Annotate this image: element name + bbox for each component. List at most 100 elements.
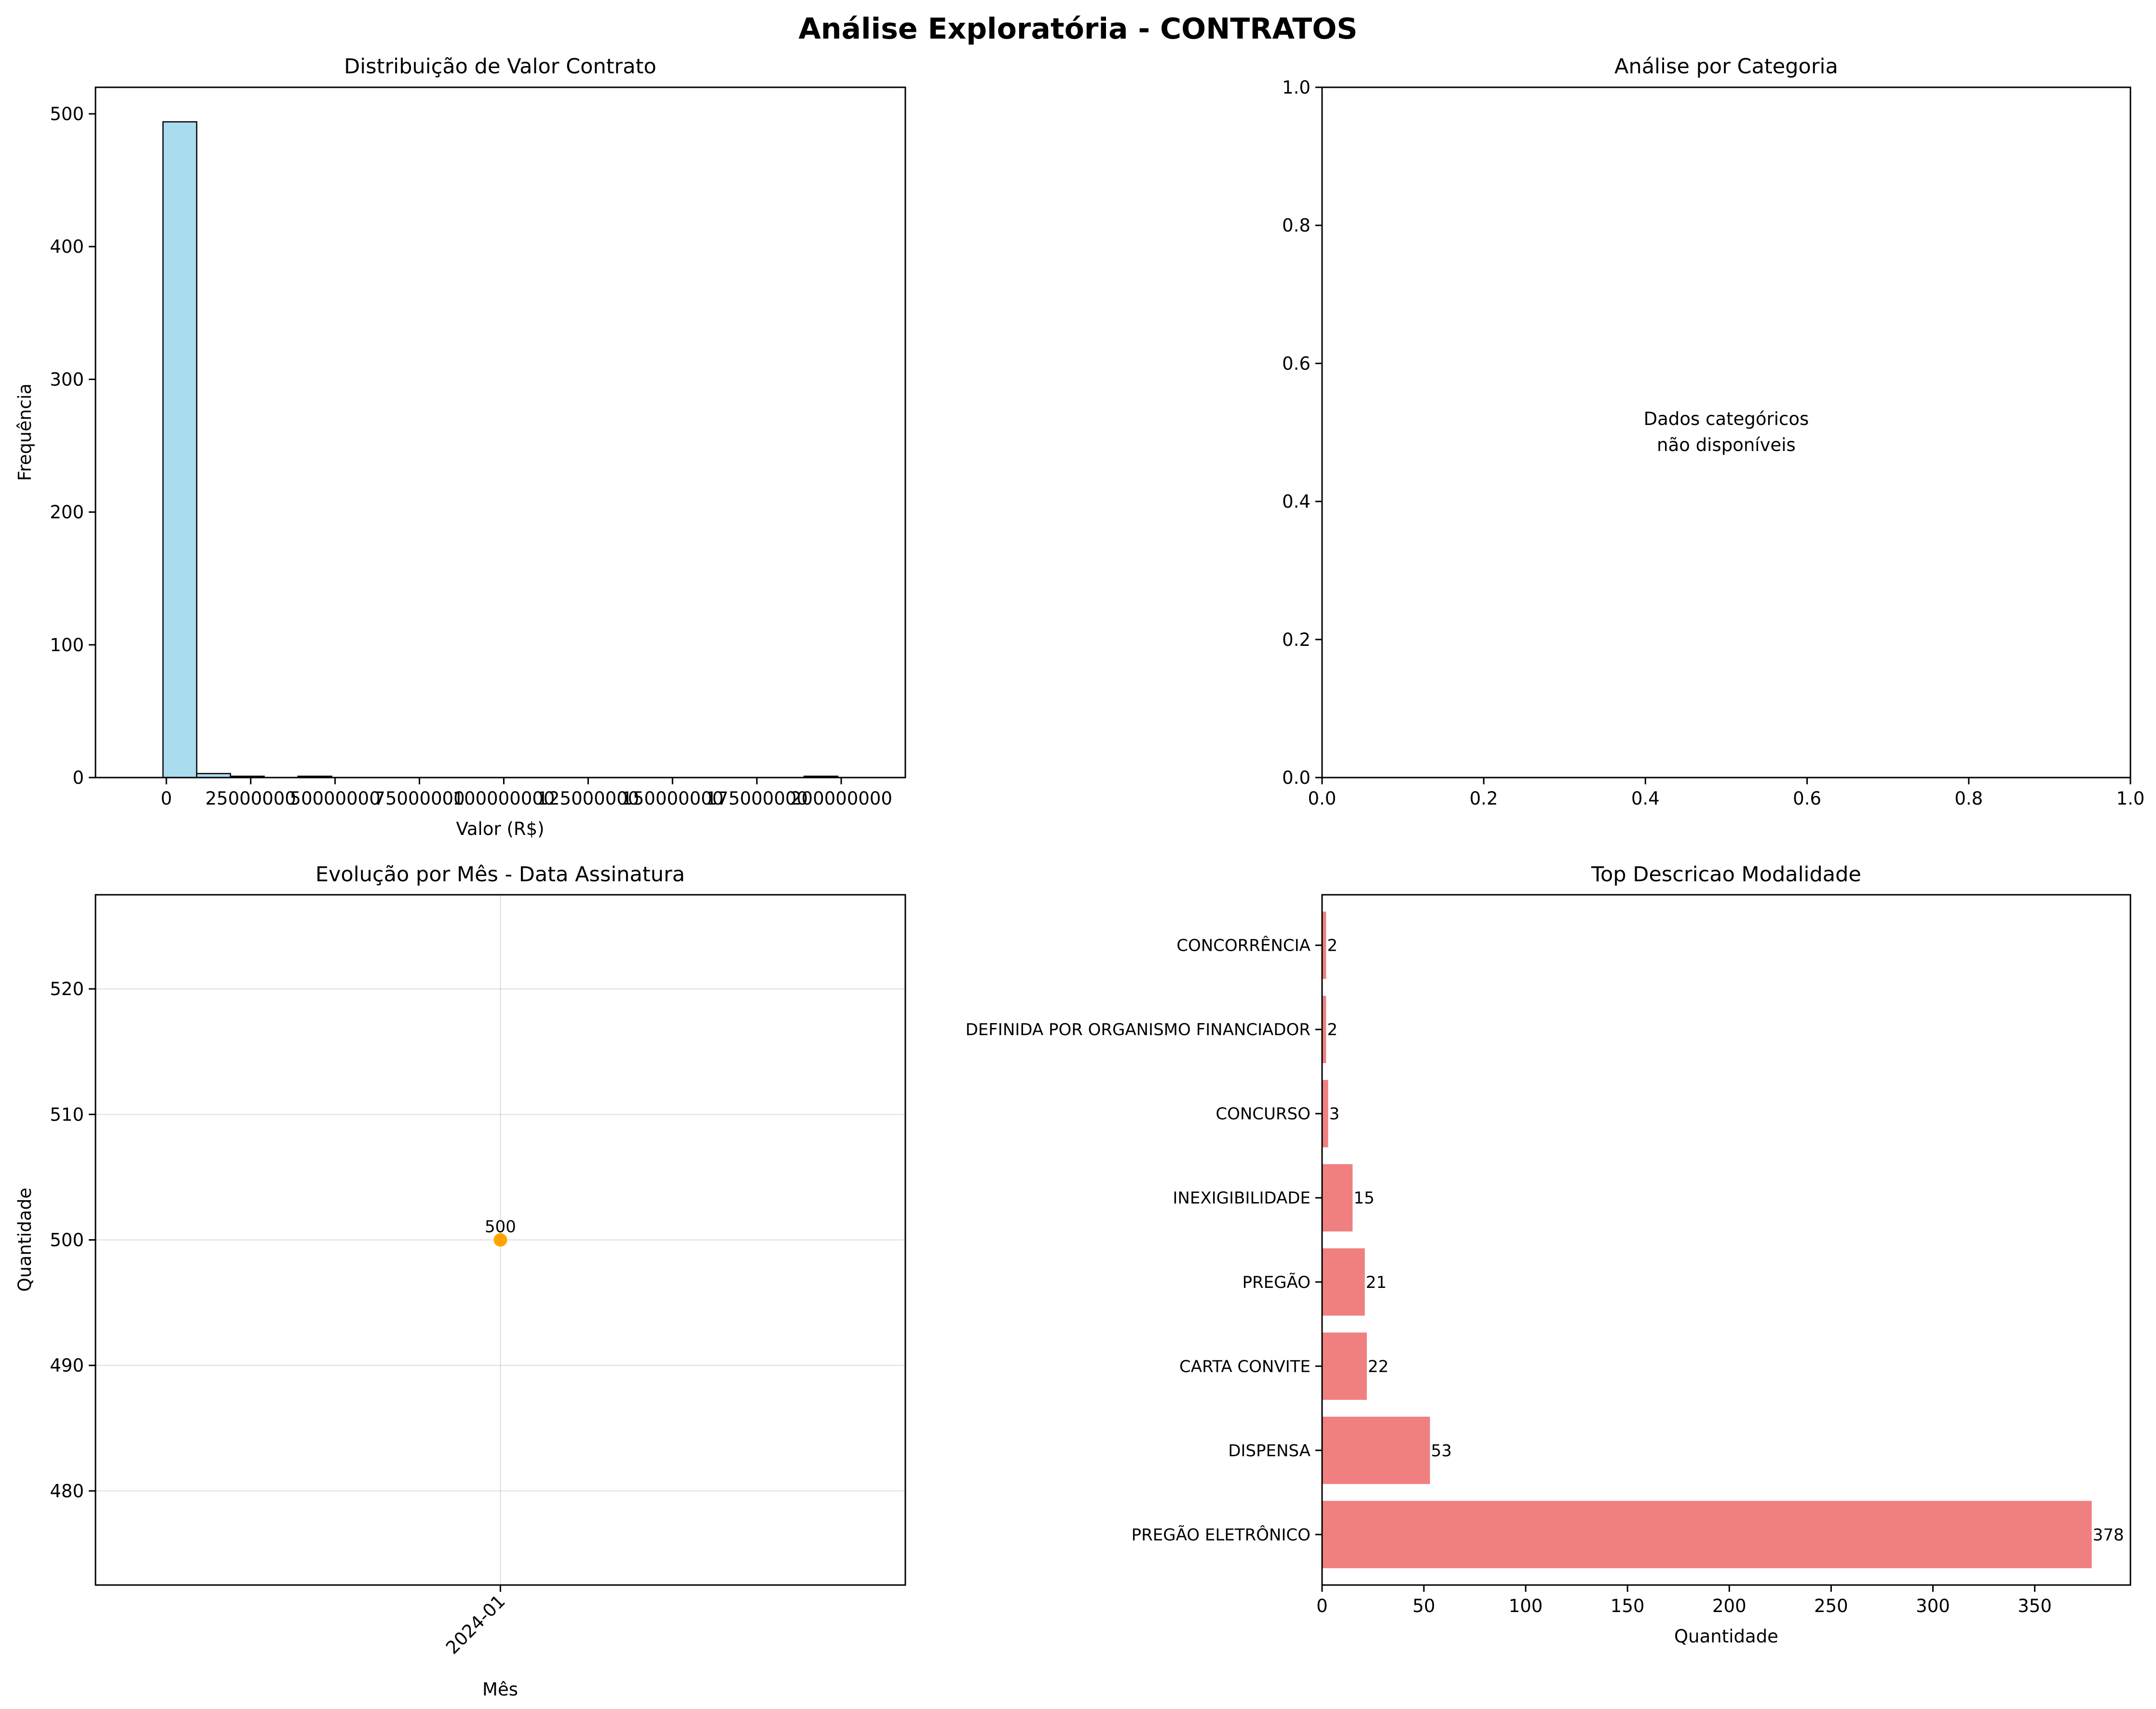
x-tick-label: 0.4 [1631, 788, 1660, 809]
bar-value-label: 378 [2093, 1525, 2124, 1545]
modality-bar [1322, 911, 1326, 979]
modality-bar [1322, 1248, 1365, 1316]
x-tick-label: 300 [1916, 1596, 1950, 1616]
modality-axes-frame [1321, 894, 2131, 1586]
modality-bar [1322, 1080, 1328, 1148]
bar-value-label: 22 [1368, 1357, 1389, 1376]
modality-x-axis-label: Quantidade [1674, 1626, 1778, 1647]
x-tick-label: 150000000 [621, 788, 723, 809]
x-tick-label: 50 [1413, 1596, 1435, 1616]
data-label: 500 [485, 1217, 516, 1237]
y-tick-label: 0.2 [1282, 629, 1310, 650]
modality-bar [1322, 1164, 1353, 1232]
y-tick-label: CARTA CONVITE [1179, 1357, 1310, 1376]
y-tick-label: 400 [50, 236, 84, 257]
histogram-x-ticks: 0 250000005000000075000000100000000125000… [161, 778, 892, 809]
y-tick-label: INEXIGIBILIDADE [1173, 1189, 1310, 1208]
monthly-title: Evolução por Mês - Data Assinatura [315, 862, 685, 887]
data-point [493, 1233, 507, 1247]
y-tick-label: CONCORRÊNCIA [1176, 936, 1310, 956]
y-tick-label: 500 [50, 1230, 84, 1251]
x-tick-label: 200 [1712, 1596, 1747, 1616]
x-tick-label: 0.8 [1954, 788, 1983, 809]
y-tick-label: 500 [50, 104, 84, 124]
x-tick-label: 100 [1509, 1596, 1543, 1616]
modality-y-ticks: PREGÃO ELETRÔNICO DISPENSA CARTA CONVITE PR… [966, 936, 1322, 1545]
histogram-bars [162, 121, 839, 779]
y-tick-label: 100 [50, 635, 84, 656]
category-note-line-1: Dados categóricos [1644, 409, 1809, 429]
y-tick-label: 0.0 [1282, 767, 1310, 788]
y-tick-label: 1.0 [1282, 77, 1310, 98]
x-tick-label: 50000000 [290, 788, 381, 809]
y-tick-label: DISPENSA [1228, 1441, 1310, 1461]
y-tick-label: 0.4 [1282, 492, 1310, 512]
histogram-axes-frame [95, 86, 906, 779]
histogram-panel: Distribuição de Valor Contrato 0 25000000… [14, 55, 906, 839]
monthly-x-ticks: 2024-01 [442, 1585, 509, 1658]
bar-value-label: 2 [1327, 936, 1337, 956]
x-tick-label: 175000000 [706, 788, 808, 809]
x-tick-label: 150 [1610, 1596, 1645, 1616]
x-tick-label: 125000000 [537, 788, 639, 809]
x-tick-label: 25000000 [205, 788, 296, 809]
modality-panel: Top Descricao Modalidade 0 50 100 150 200 250… [966, 862, 2131, 1647]
x-tick-label: 0 [161, 788, 172, 809]
y-tick-label: 0 [72, 767, 84, 788]
monthly-panel: Evolução por Mês - Data Assinatura 480 49… [14, 862, 906, 1700]
x-tick-label: 200000000 [790, 788, 892, 809]
histogram-title: Distribuição de Valor Contrato [344, 55, 656, 79]
bar-value-label: 3 [1329, 1105, 1340, 1124]
category-x-ticks: 0.0 0.2 0.4 0.6 0.8 1.0 [1308, 778, 2145, 809]
modality-bars [1322, 911, 2092, 1569]
monthly-y-ticks: 480 490 500 510 520 [50, 979, 96, 1502]
category-title: Análise por Categoria [1614, 55, 1838, 79]
monthly-y-axis-label: Quantidade [14, 1188, 35, 1292]
y-tick-label: 0.8 [1282, 215, 1310, 236]
bar-value-label: 53 [1431, 1441, 1452, 1461]
y-tick-label: 510 [50, 1104, 84, 1125]
y-tick-label: DEFINIDA POR ORGANISMO FINANCIADOR [966, 1020, 1310, 1039]
modality-bar [1322, 1416, 1430, 1484]
modality-title: Top Descricao Modalidade [1591, 862, 1861, 887]
modality-bar [1322, 1332, 1367, 1400]
modality-bar [1322, 1501, 2092, 1569]
x-tick-label: 350 [2018, 1596, 2052, 1616]
monthly-x-axis-label: Mês [482, 1679, 518, 1700]
x-tick-label: 250 [1814, 1596, 1848, 1616]
histogram-bar [162, 121, 198, 779]
x-tick-label: 2024-01 [442, 1591, 509, 1658]
histogram-y-axis-label: Frequência [14, 383, 35, 481]
monthly-axes-frame [95, 894, 906, 1586]
monthly-points: 500 [485, 1217, 516, 1247]
bar-value-label: 2 [1327, 1020, 1337, 1039]
category-axes-frame [1321, 86, 2131, 779]
x-tick-label: 1.0 [2116, 788, 2145, 809]
modality-bar [1322, 996, 1326, 1064]
x-tick-label: 0.6 [1793, 788, 1821, 809]
modality-x-ticks: 0 50 100 150 200 250 300 350 [1316, 1585, 2052, 1616]
x-tick-label: 0.2 [1470, 788, 1498, 809]
y-tick-label: 480 [50, 1481, 84, 1502]
histogram-y-ticks: 0 100 200 300 400 500 [50, 104, 96, 788]
bar-value-label: 21 [1366, 1273, 1387, 1292]
y-tick-label: 490 [50, 1355, 84, 1376]
y-tick-label: PREGÃO [1242, 1273, 1310, 1292]
category-note-line-2: não disponíveis [1657, 435, 1796, 455]
x-tick-label: 0 [1316, 1596, 1328, 1616]
y-tick-label: 200 [50, 502, 84, 523]
y-tick-label: 300 [50, 369, 84, 390]
bar-value-label: 15 [1353, 1189, 1374, 1208]
category-y-ticks: 0.0 0.2 0.4 0.6 0.8 1.0 [1282, 77, 1322, 788]
x-tick-label: 100000000 [453, 788, 555, 809]
y-tick-label: CONCURSO [1215, 1105, 1310, 1124]
category-panel: Análise por Categoria 0.0 0.2 0.4 0.6 0.8 1.0… [1282, 55, 2144, 809]
x-tick-label: 75000000 [374, 788, 464, 809]
y-tick-label: PREGÃO ELETRÔNICO [1132, 1525, 1310, 1545]
x-tick-label: 0.0 [1308, 788, 1337, 809]
histogram-x-axis-label: Valor (R$) [456, 819, 544, 839]
y-tick-label: 0.6 [1282, 353, 1310, 374]
figure-title: Análise Exploratória - CONTRATOS [798, 12, 1357, 46]
